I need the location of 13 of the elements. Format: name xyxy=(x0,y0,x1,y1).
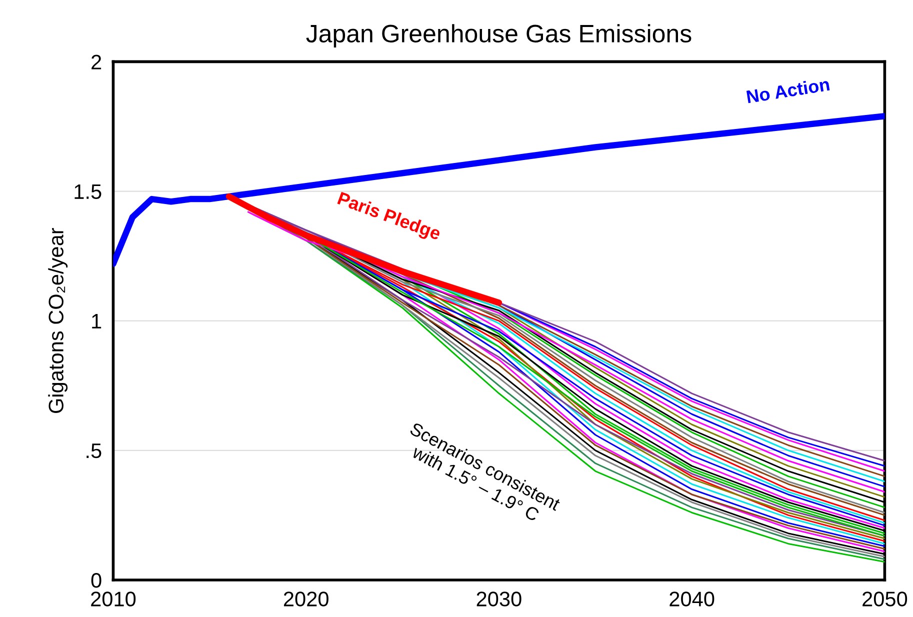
x-tick-label: 2030 xyxy=(476,592,522,606)
chart-title: Japan Greenhouse Gas Emissions xyxy=(306,24,692,48)
y-tick-label: .5 xyxy=(86,444,102,458)
y-tick-label: 1 xyxy=(92,314,102,328)
x-tick-label: 2040 xyxy=(670,592,714,606)
x-tick-label: 2050 xyxy=(862,592,908,606)
y-tick-label: 2 xyxy=(92,54,102,70)
y-axis-title: Gigatons CO₂e/year xyxy=(48,228,68,413)
x-tick-label: 2010 xyxy=(91,592,136,606)
x-tick-label: 2020 xyxy=(284,592,328,606)
text: No Action xyxy=(746,77,830,104)
y-tick-label: 1.5 xyxy=(74,184,102,200)
y-tick-label: 0 xyxy=(91,572,102,588)
